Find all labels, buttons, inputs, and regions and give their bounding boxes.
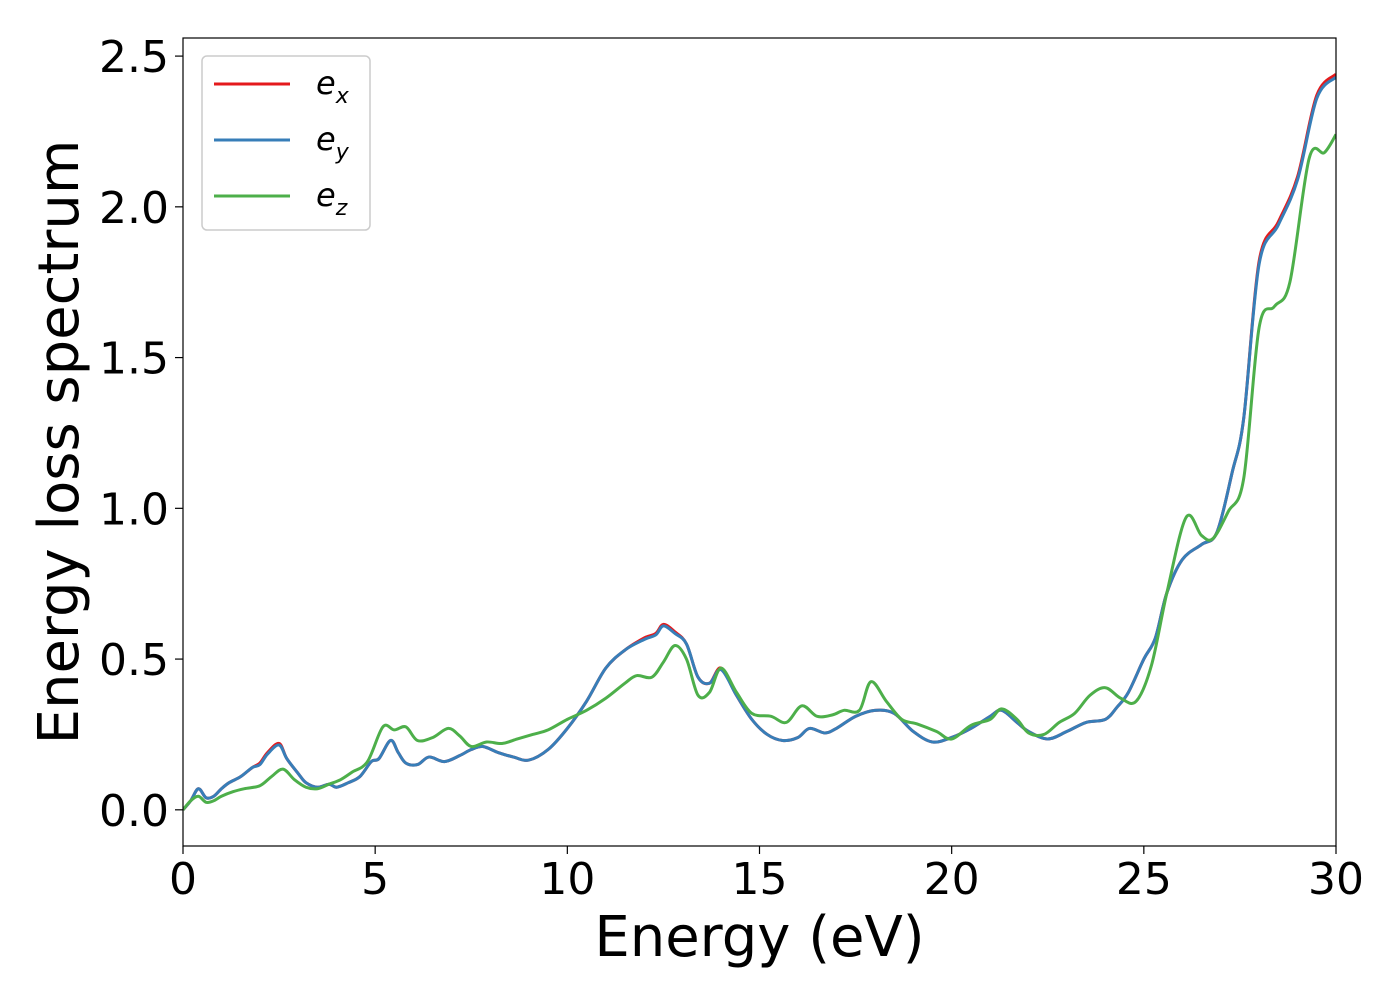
y-tick-label: 2.0 (99, 183, 169, 234)
y-tick-label: 0.5 (99, 635, 169, 686)
x-tick-label: 10 (539, 854, 595, 905)
legend-box (201, 55, 371, 231)
x-tick-label: 25 (1116, 854, 1172, 905)
x-tick-label: 20 (924, 854, 980, 905)
legend-label-x: ex (316, 64, 350, 109)
y-axis-title: Energy loss spectrum (27, 140, 92, 745)
y-tick-label: 0.0 (99, 786, 169, 837)
x-tick-label: 15 (732, 854, 788, 905)
plot-background (183, 38, 1336, 846)
y-tick-label: 1.5 (99, 334, 169, 385)
series-line-z (183, 133, 1336, 811)
y-tick-label: 2.5 (99, 32, 169, 83)
legend-label-y: ey (316, 120, 350, 165)
plot-area (183, 38, 1336, 846)
legend-label-z: ez (316, 176, 348, 221)
x-tick-label: 0 (169, 854, 197, 905)
series-layer (183, 73, 1336, 811)
x-tick-label: 5 (361, 854, 389, 905)
y-tick-label: 1.0 (99, 484, 169, 535)
axes-layer: 0 5 10 15 20 25 30 0.0 0.5 1.0 1.5 2.0 2.5 (99, 32, 1364, 905)
x-axis-title: Energy (eV) (594, 905, 924, 970)
legend: ex ey ez (201, 55, 371, 231)
x-tick-label: 30 (1308, 854, 1364, 905)
